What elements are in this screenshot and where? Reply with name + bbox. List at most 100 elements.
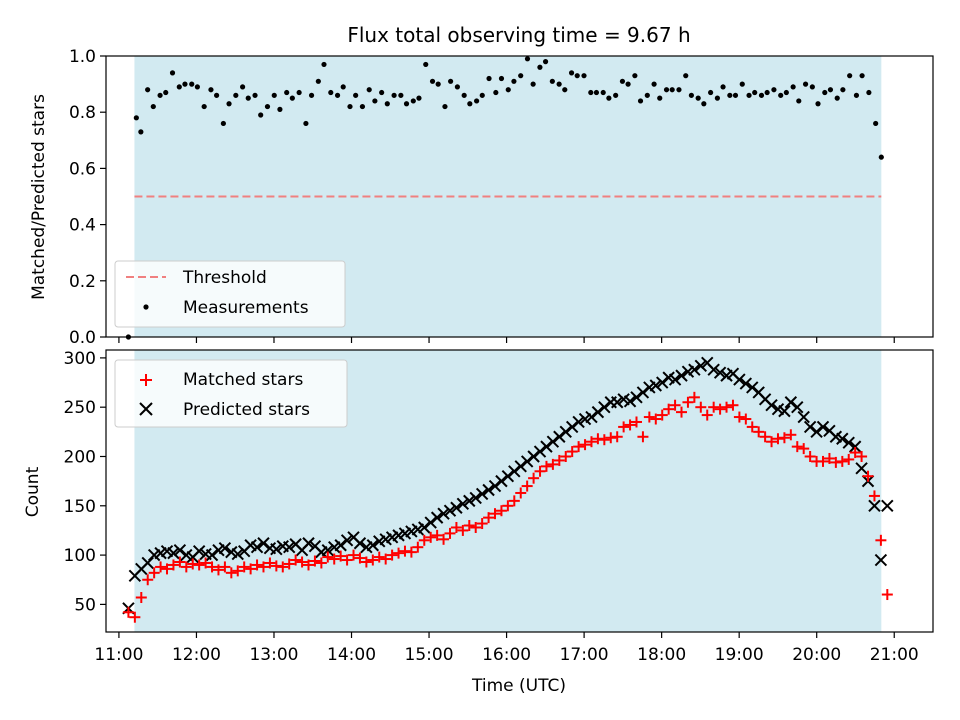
measurement-point <box>138 129 144 135</box>
matched-star-marker <box>650 413 662 425</box>
predicted-star-marker <box>836 432 849 445</box>
measurement-point <box>676 87 682 93</box>
matched-star-marker <box>283 558 295 570</box>
measurement-point <box>145 87 151 93</box>
measurement-point <box>714 95 720 101</box>
matched-star-marker <box>766 436 778 448</box>
matched-star-marker <box>354 552 366 564</box>
measurement-point <box>340 84 346 90</box>
measurement-point <box>403 101 410 107</box>
predicted-star-marker <box>842 436 855 449</box>
measurement-point <box>619 78 626 84</box>
measurement-point <box>493 89 499 96</box>
measurement-point <box>556 81 562 87</box>
measurement-point <box>498 75 505 82</box>
matched-star-marker <box>225 567 237 579</box>
measurement-point <box>606 95 612 101</box>
measurement-point <box>176 84 182 90</box>
predicted-star-marker <box>881 499 894 512</box>
measurement-point <box>853 92 860 98</box>
bottom-y-axis-label: Count <box>23 466 43 517</box>
measurement-point <box>878 154 884 160</box>
predicted-star-marker <box>456 497 470 511</box>
legend-predicted-label: Predicted stars <box>183 400 310 420</box>
matched-star-marker <box>393 547 405 559</box>
measurement-point <box>518 73 524 79</box>
measurement-point <box>746 92 752 98</box>
matched-star-marker <box>232 565 244 577</box>
matched-star-marker <box>251 559 263 571</box>
predicted-star-marker <box>855 462 868 475</box>
matched-star-marker <box>155 561 167 573</box>
legend-predicted-swatch <box>139 402 153 416</box>
measurement-point <box>637 98 644 104</box>
measurement-point <box>252 92 258 98</box>
measurement-point <box>764 89 770 96</box>
predicted-star-marker <box>868 499 881 512</box>
measurement-point <box>802 81 809 87</box>
measurement-point <box>720 84 726 90</box>
matched-star-marker <box>695 401 707 413</box>
predicted-star-marker <box>707 363 720 376</box>
measurement-point <box>574 73 580 79</box>
measurement-point <box>334 92 341 98</box>
matched-star-marker <box>303 559 315 571</box>
matched-star-marker <box>135 591 147 603</box>
matched-star-marker <box>791 441 803 453</box>
legend-measurements-label: Measurements <box>183 298 309 318</box>
measurement-point <box>688 92 694 98</box>
measurement-point <box>834 95 840 101</box>
matched-star-marker <box>753 426 765 438</box>
measurement-point <box>150 103 156 110</box>
predicted-star-marker <box>321 543 335 557</box>
measurement-point <box>695 95 701 101</box>
predicted-star-marker <box>501 470 515 483</box>
matched-star-marker <box>335 550 347 562</box>
legend-x-marker <box>139 402 153 416</box>
measurement-point <box>461 92 467 98</box>
measurement-point <box>353 92 359 98</box>
measurement-point <box>778 92 784 98</box>
predicted-star-marker <box>353 537 367 550</box>
matched-star-marker <box>560 450 572 462</box>
measurement-point <box>379 89 385 96</box>
matched-star-marker <box>759 431 771 443</box>
measurement-point <box>442 103 448 110</box>
matched-star-marker <box>348 549 360 561</box>
measurement-point <box>600 89 606 96</box>
matched-star-marker <box>566 446 578 458</box>
matched-star-marker <box>212 564 224 576</box>
x-tick-label: 18:00 <box>637 645 686 665</box>
measurement-point <box>732 92 739 98</box>
measurement-point <box>593 89 600 96</box>
measurement-point <box>454 84 460 90</box>
measurement-point <box>866 89 872 96</box>
measurement-point <box>568 70 575 76</box>
matched-star-marker <box>579 439 591 451</box>
measurement-point <box>416 95 422 101</box>
top-plot-frame <box>105 55 934 338</box>
matched-star-marker <box>701 409 713 421</box>
measurement-point <box>435 81 441 87</box>
predicted-star-marker <box>520 455 534 468</box>
x-tick-label: 21:00 <box>870 645 919 665</box>
predicted-star-marker <box>559 425 572 439</box>
measurement-point <box>467 101 473 107</box>
predicted-star-marker <box>572 415 585 429</box>
measurement-point <box>524 56 531 62</box>
predicted-star-marker <box>739 377 753 390</box>
matched-star-marker <box>322 551 334 563</box>
bottom-legend: Matched stars Predicted stars <box>114 359 348 428</box>
measurement-point <box>771 87 777 93</box>
matched-star-marker <box>483 512 495 524</box>
matched-star-marker <box>444 527 456 539</box>
matched-star-marker <box>502 500 514 512</box>
measurement-points <box>125 56 884 340</box>
matched-star-marker <box>868 490 880 502</box>
matched-star-marker <box>740 413 752 425</box>
measurement-point <box>226 101 232 107</box>
top-y-axis-ticks: 0.0 0.2 0.4 0.6 0.8 1.0 <box>69 47 106 348</box>
matched-star-marker <box>219 561 231 573</box>
measurement-point <box>384 101 390 107</box>
y-tick-label: 1.0 <box>69 47 96 67</box>
